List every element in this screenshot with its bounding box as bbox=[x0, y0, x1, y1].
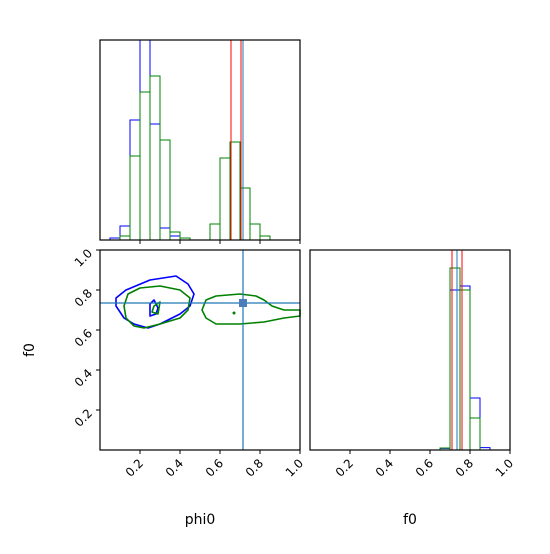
phi0-hist-bar-series2-bin3 bbox=[119, 235, 131, 240]
phi0-hist-bar-series2-bin15 bbox=[239, 187, 251, 240]
truth-square-marker bbox=[239, 299, 247, 307]
phi0-hist-bar-series1-bin5 bbox=[139, 39, 151, 240]
phi0-hist-bar-series2-bin7 bbox=[159, 139, 171, 240]
contour-1 bbox=[115, 275, 195, 329]
f0-vs-phi0-marks bbox=[100, 250, 301, 450]
f0-histogram-frame bbox=[309, 249, 511, 451]
f0-hist-xtick-label-1: 0.2 bbox=[333, 456, 356, 479]
f0-hist-xtick-label-3: 0.6 bbox=[413, 456, 436, 479]
phi0-histogram-ticks bbox=[139, 240, 301, 244]
phi0-histogram-frame bbox=[99, 39, 301, 241]
f0-histogram-marks bbox=[439, 250, 491, 450]
phi0-hist-bar-series2-bin13 bbox=[219, 157, 231, 240]
phi0-hist-bar-series2-bin12 bbox=[209, 223, 221, 240]
phi0-hist-bar-series2-bin9 bbox=[179, 237, 191, 240]
f0-vs-phi0-ticks: 0.2 0.4 0.6 0.8 1.0 0.2 0.4 0.6 0.8 1.0 bbox=[72, 246, 306, 479]
f0-hist-xtick-label-4: 0.8 bbox=[453, 456, 476, 479]
f0-hist-xtick-label-2: 0.4 bbox=[373, 456, 396, 479]
phi0-hist-bar-series1-bin4 bbox=[129, 119, 141, 240]
phi0-hist-bar-series2-bin8 bbox=[169, 231, 181, 240]
f0-vs-phi0-xtick-label-3: 0.6 bbox=[203, 456, 226, 479]
f0-vs-phi0-ytick-label-3: 0.6 bbox=[72, 326, 95, 349]
f0-vs-phi0-ytick-label-1: 0.2 bbox=[72, 406, 95, 429]
phi0-hist-bar-series1-bin6 bbox=[149, 123, 161, 240]
f0-vs-phi0-ytick-label-5: 1.0 bbox=[72, 246, 95, 269]
f0-vs-phi0-panel: 0.2 0.4 0.6 0.8 1.0 0.2 0.4 0.6 0.8 1.0 phi0 f0 bbox=[22, 246, 306, 528]
f0-vs-phi0-xtick-label-5: 1.0 bbox=[283, 456, 306, 479]
phi0-histogram-panel bbox=[99, 39, 301, 244]
f0-vs-phi0-xtick-label-1: 0.2 bbox=[123, 456, 146, 479]
green-dot-marker bbox=[232, 311, 236, 315]
phi0-hist-bar-series2-bin17 bbox=[259, 235, 271, 240]
f0-vs-phi0-ytick-label-2: 0.4 bbox=[72, 366, 95, 389]
f0-vs-phi0-frame bbox=[99, 249, 301, 451]
phi0-hist-bar-series1-bin7 bbox=[159, 227, 171, 240]
contour-5 bbox=[201, 293, 301, 325]
f0-vs-phi0-xtick-label-2: 0.4 bbox=[163, 456, 186, 479]
phi0-hist-bar-series1-bin8 bbox=[169, 235, 181, 240]
x-axis-label-f0: f0 bbox=[403, 512, 417, 528]
f0-hist-bar-series2-bin17 bbox=[469, 417, 481, 450]
f0-hist-bar-series1-bin17 bbox=[469, 397, 481, 450]
f0-histogram-ticks: 0.2 0.4 0.6 0.8 1.0 bbox=[333, 450, 516, 480]
f0-hist-bar-series2-bin16 bbox=[459, 289, 471, 450]
phi0-hist-bar-series1-bin3 bbox=[119, 225, 131, 240]
phi0-hist-bar-series2-bin16 bbox=[249, 223, 261, 240]
x-axis-label-phi0: phi0 bbox=[185, 512, 216, 528]
contour-2 bbox=[149, 299, 159, 317]
f0-vs-phi0-xtick-label-4: 0.8 bbox=[243, 456, 266, 479]
phi0-hist-bar-series2-bin4 bbox=[129, 155, 141, 240]
f0-histogram-panel: 0.2 0.4 0.6 0.8 1.0 f0 bbox=[309, 249, 516, 528]
f0-vs-phi0-ytick-label-4: 0.8 bbox=[72, 286, 95, 309]
phi0-hist-bar-series2-bin5 bbox=[139, 91, 151, 240]
phi0-hist-bar-series2-bin6 bbox=[149, 75, 161, 240]
f0-hist-xtick-label-5: 1.0 bbox=[493, 456, 516, 479]
contour-3 bbox=[123, 285, 191, 329]
phi0-histogram-marks bbox=[109, 39, 271, 240]
y-axis-label-f0: f0 bbox=[22, 343, 38, 357]
